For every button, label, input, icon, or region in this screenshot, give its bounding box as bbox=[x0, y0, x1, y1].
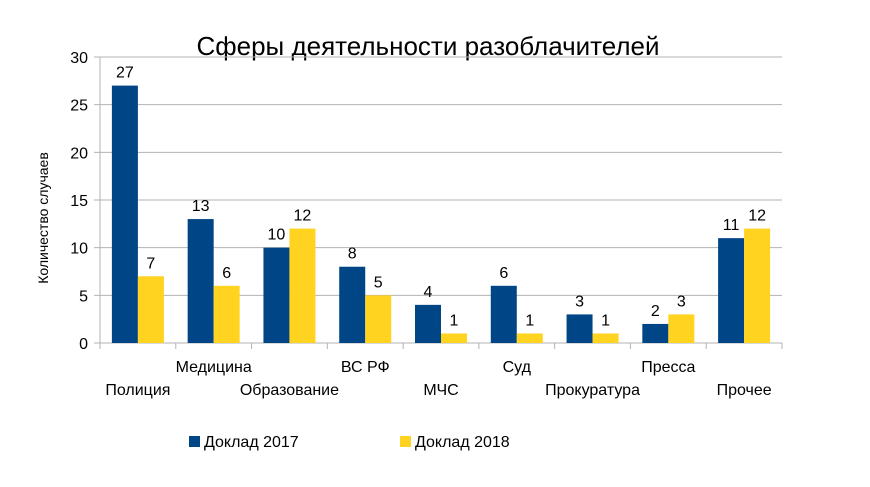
data-label: 2 bbox=[651, 303, 660, 320]
x-tick-label: Суд bbox=[503, 359, 532, 376]
x-tick-label: Прокуратура bbox=[545, 382, 640, 399]
bar bbox=[490, 285, 517, 343]
bar bbox=[137, 276, 164, 343]
data-label: 13 bbox=[192, 198, 210, 215]
bar bbox=[441, 333, 467, 343]
bar bbox=[365, 295, 392, 343]
bar bbox=[718, 238, 745, 343]
x-tick-label: МЧС bbox=[423, 382, 458, 399]
x-tick-label: Медицина bbox=[176, 359, 252, 376]
bar bbox=[642, 323, 669, 343]
data-label: 3 bbox=[575, 293, 584, 310]
bars bbox=[111, 85, 771, 343]
data-label: 4 bbox=[424, 284, 433, 301]
bar bbox=[516, 333, 543, 343]
bar bbox=[415, 304, 441, 343]
legend-label: Доклад 2018 bbox=[415, 434, 510, 451]
y-axis-label: Количество случаев bbox=[35, 152, 51, 284]
data-label: 1 bbox=[601, 312, 610, 329]
data-label: 1 bbox=[525, 312, 534, 329]
bar bbox=[668, 314, 695, 343]
x-tick-label: Образование bbox=[240, 382, 339, 399]
y-axis-ticks: 0 5 10 15 20 25 30 bbox=[70, 50, 88, 353]
x-tick-label: ВС РФ bbox=[341, 359, 390, 376]
data-label: 6 bbox=[222, 265, 231, 282]
bar bbox=[187, 219, 214, 343]
y-tick-label: 30 bbox=[70, 50, 88, 67]
y-tick-label: 25 bbox=[70, 98, 88, 115]
x-tick-label: Полиция bbox=[105, 382, 170, 399]
legend-swatch bbox=[400, 436, 411, 447]
x-tick-label: Пресса bbox=[641, 359, 695, 376]
bar bbox=[592, 333, 619, 343]
data-label: 11 bbox=[723, 217, 740, 234]
data-label: 12 bbox=[294, 208, 312, 225]
legend-swatch bbox=[189, 436, 200, 447]
bar bbox=[213, 285, 240, 343]
x-tick-label: Прочее bbox=[717, 382, 772, 399]
legend-label: Доклад 2017 bbox=[204, 434, 299, 451]
data-label: 27 bbox=[116, 65, 134, 82]
bar bbox=[111, 85, 138, 343]
legend: Доклад 2017 Доклад 2018 bbox=[189, 434, 510, 451]
data-label: 1 bbox=[450, 312, 459, 329]
bar bbox=[566, 314, 593, 343]
bar bbox=[263, 247, 290, 343]
data-label: 3 bbox=[677, 293, 686, 310]
y-tick-label: 15 bbox=[70, 193, 88, 210]
data-label: 8 bbox=[348, 246, 357, 263]
y-tick-label: 10 bbox=[70, 241, 88, 258]
bar bbox=[339, 266, 366, 343]
data-label: 12 bbox=[748, 208, 766, 225]
data-label: 5 bbox=[374, 274, 383, 291]
y-tick-label: 20 bbox=[70, 145, 88, 162]
data-label: 7 bbox=[146, 255, 155, 272]
chart-title: Сферы деятельности разоблачителей bbox=[196, 31, 659, 61]
bar bbox=[744, 228, 771, 343]
data-label: 6 bbox=[499, 265, 508, 282]
bar bbox=[289, 228, 316, 343]
y-tick-label: 0 bbox=[79, 336, 88, 353]
y-tick-label: 5 bbox=[79, 288, 88, 305]
data-label: 10 bbox=[268, 227, 286, 244]
